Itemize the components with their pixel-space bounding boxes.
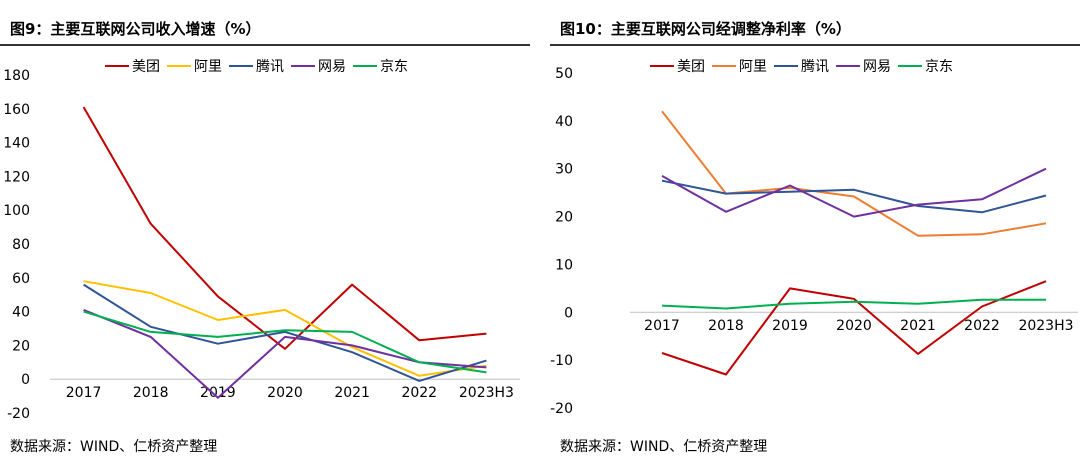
- source-note: 数据来源：WIND、仁桥资产整理: [560, 439, 768, 455]
- x-tick-label: 2022: [964, 318, 1000, 334]
- x-tick-label: 2022: [401, 385, 437, 401]
- x-tick-label: 2021: [900, 318, 936, 334]
- series-line-1: [83, 280, 487, 377]
- x-tick-label: 2018: [708, 318, 744, 334]
- x-tick-label: 2023H3: [459, 385, 514, 401]
- legend-label: 腾讯: [801, 58, 829, 75]
- x-tick-label: 2019: [772, 318, 808, 334]
- chart-panel-adjusted-net-margin: 图10：主要互联网公司经调整净利率（%） -20 -10 0 10 20 30 40 50 20…: [550, 0, 1080, 459]
- y-tick-label: 20: [12, 338, 30, 354]
- y-tick-label: 160: [3, 102, 30, 118]
- title-divider: [550, 44, 1080, 46]
- series-line-3: [661, 167, 1047, 218]
- source-note: 数据来源：WIND、仁桥资产整理: [10, 439, 218, 455]
- series-line-4: [661, 298, 1046, 310]
- y-tick-label: -20: [7, 406, 30, 422]
- y-tick-label: 40: [12, 305, 30, 321]
- x-tick-label: 2020: [267, 385, 303, 401]
- series-line-2: [661, 179, 1047, 214]
- legend-label: 京东: [925, 59, 953, 75]
- y-tick-label: 80: [12, 237, 30, 253]
- legend-label: 阿里: [739, 59, 767, 75]
- legend-label: 网易: [318, 59, 346, 75]
- chart-title: 图10：主要互联网公司经调整净利率（%）: [560, 20, 851, 38]
- y-tick-label: 0: [21, 372, 30, 388]
- x-tick-label: 2017: [644, 318, 680, 334]
- y-tick-label: 40: [555, 114, 573, 130]
- series-line-0: [661, 280, 1047, 376]
- y-tick-label: 120: [3, 169, 30, 185]
- y-tick-label: 10: [555, 257, 573, 273]
- y-tick-label: 30: [555, 162, 573, 178]
- y-tick-label: 20: [555, 210, 573, 226]
- legend-label: 阿里: [194, 59, 222, 75]
- y-tick-label: 180: [3, 68, 30, 84]
- legend-label: 美团: [677, 59, 705, 75]
- y-tick-label: 140: [3, 136, 30, 152]
- series-line-4: [83, 310, 487, 374]
- title-divider: [0, 44, 530, 46]
- y-tick-label: 60: [12, 271, 30, 287]
- chart-title: 图9：主要互联网公司收入增速（%）: [10, 20, 261, 38]
- y-tick-label: 50: [555, 66, 573, 82]
- chart-svg: -20 -10 0 10 20 30 40 50 2017 2018 2019 2020 2021 202…: [550, 58, 1078, 417]
- x-tick-label: 2023H3: [1018, 318, 1073, 334]
- series-line-0: [82, 106, 487, 350]
- x-tick-label: 2021: [334, 385, 370, 401]
- legend-label: 美团: [132, 59, 160, 75]
- series-line-2: [83, 283, 487, 382]
- x-tick-label: 2020: [836, 318, 872, 334]
- legend-label: 京东: [380, 59, 408, 75]
- y-tick-label: -10: [550, 353, 573, 369]
- chart-panel-revenue-growth: 图9：主要互联网公司收入增速（%） -20 0 20 40 60 80 100 120 140 1…: [0, 0, 530, 459]
- legend-label: 网易: [863, 59, 891, 75]
- y-tick-label: 100: [3, 203, 30, 219]
- legend-label: 腾讯: [256, 58, 284, 75]
- x-tick-label: 2018: [133, 385, 169, 401]
- x-tick-label: 2017: [66, 385, 102, 401]
- y-tick-label: -20: [550, 401, 573, 417]
- y-tick-label: 0: [564, 305, 573, 321]
